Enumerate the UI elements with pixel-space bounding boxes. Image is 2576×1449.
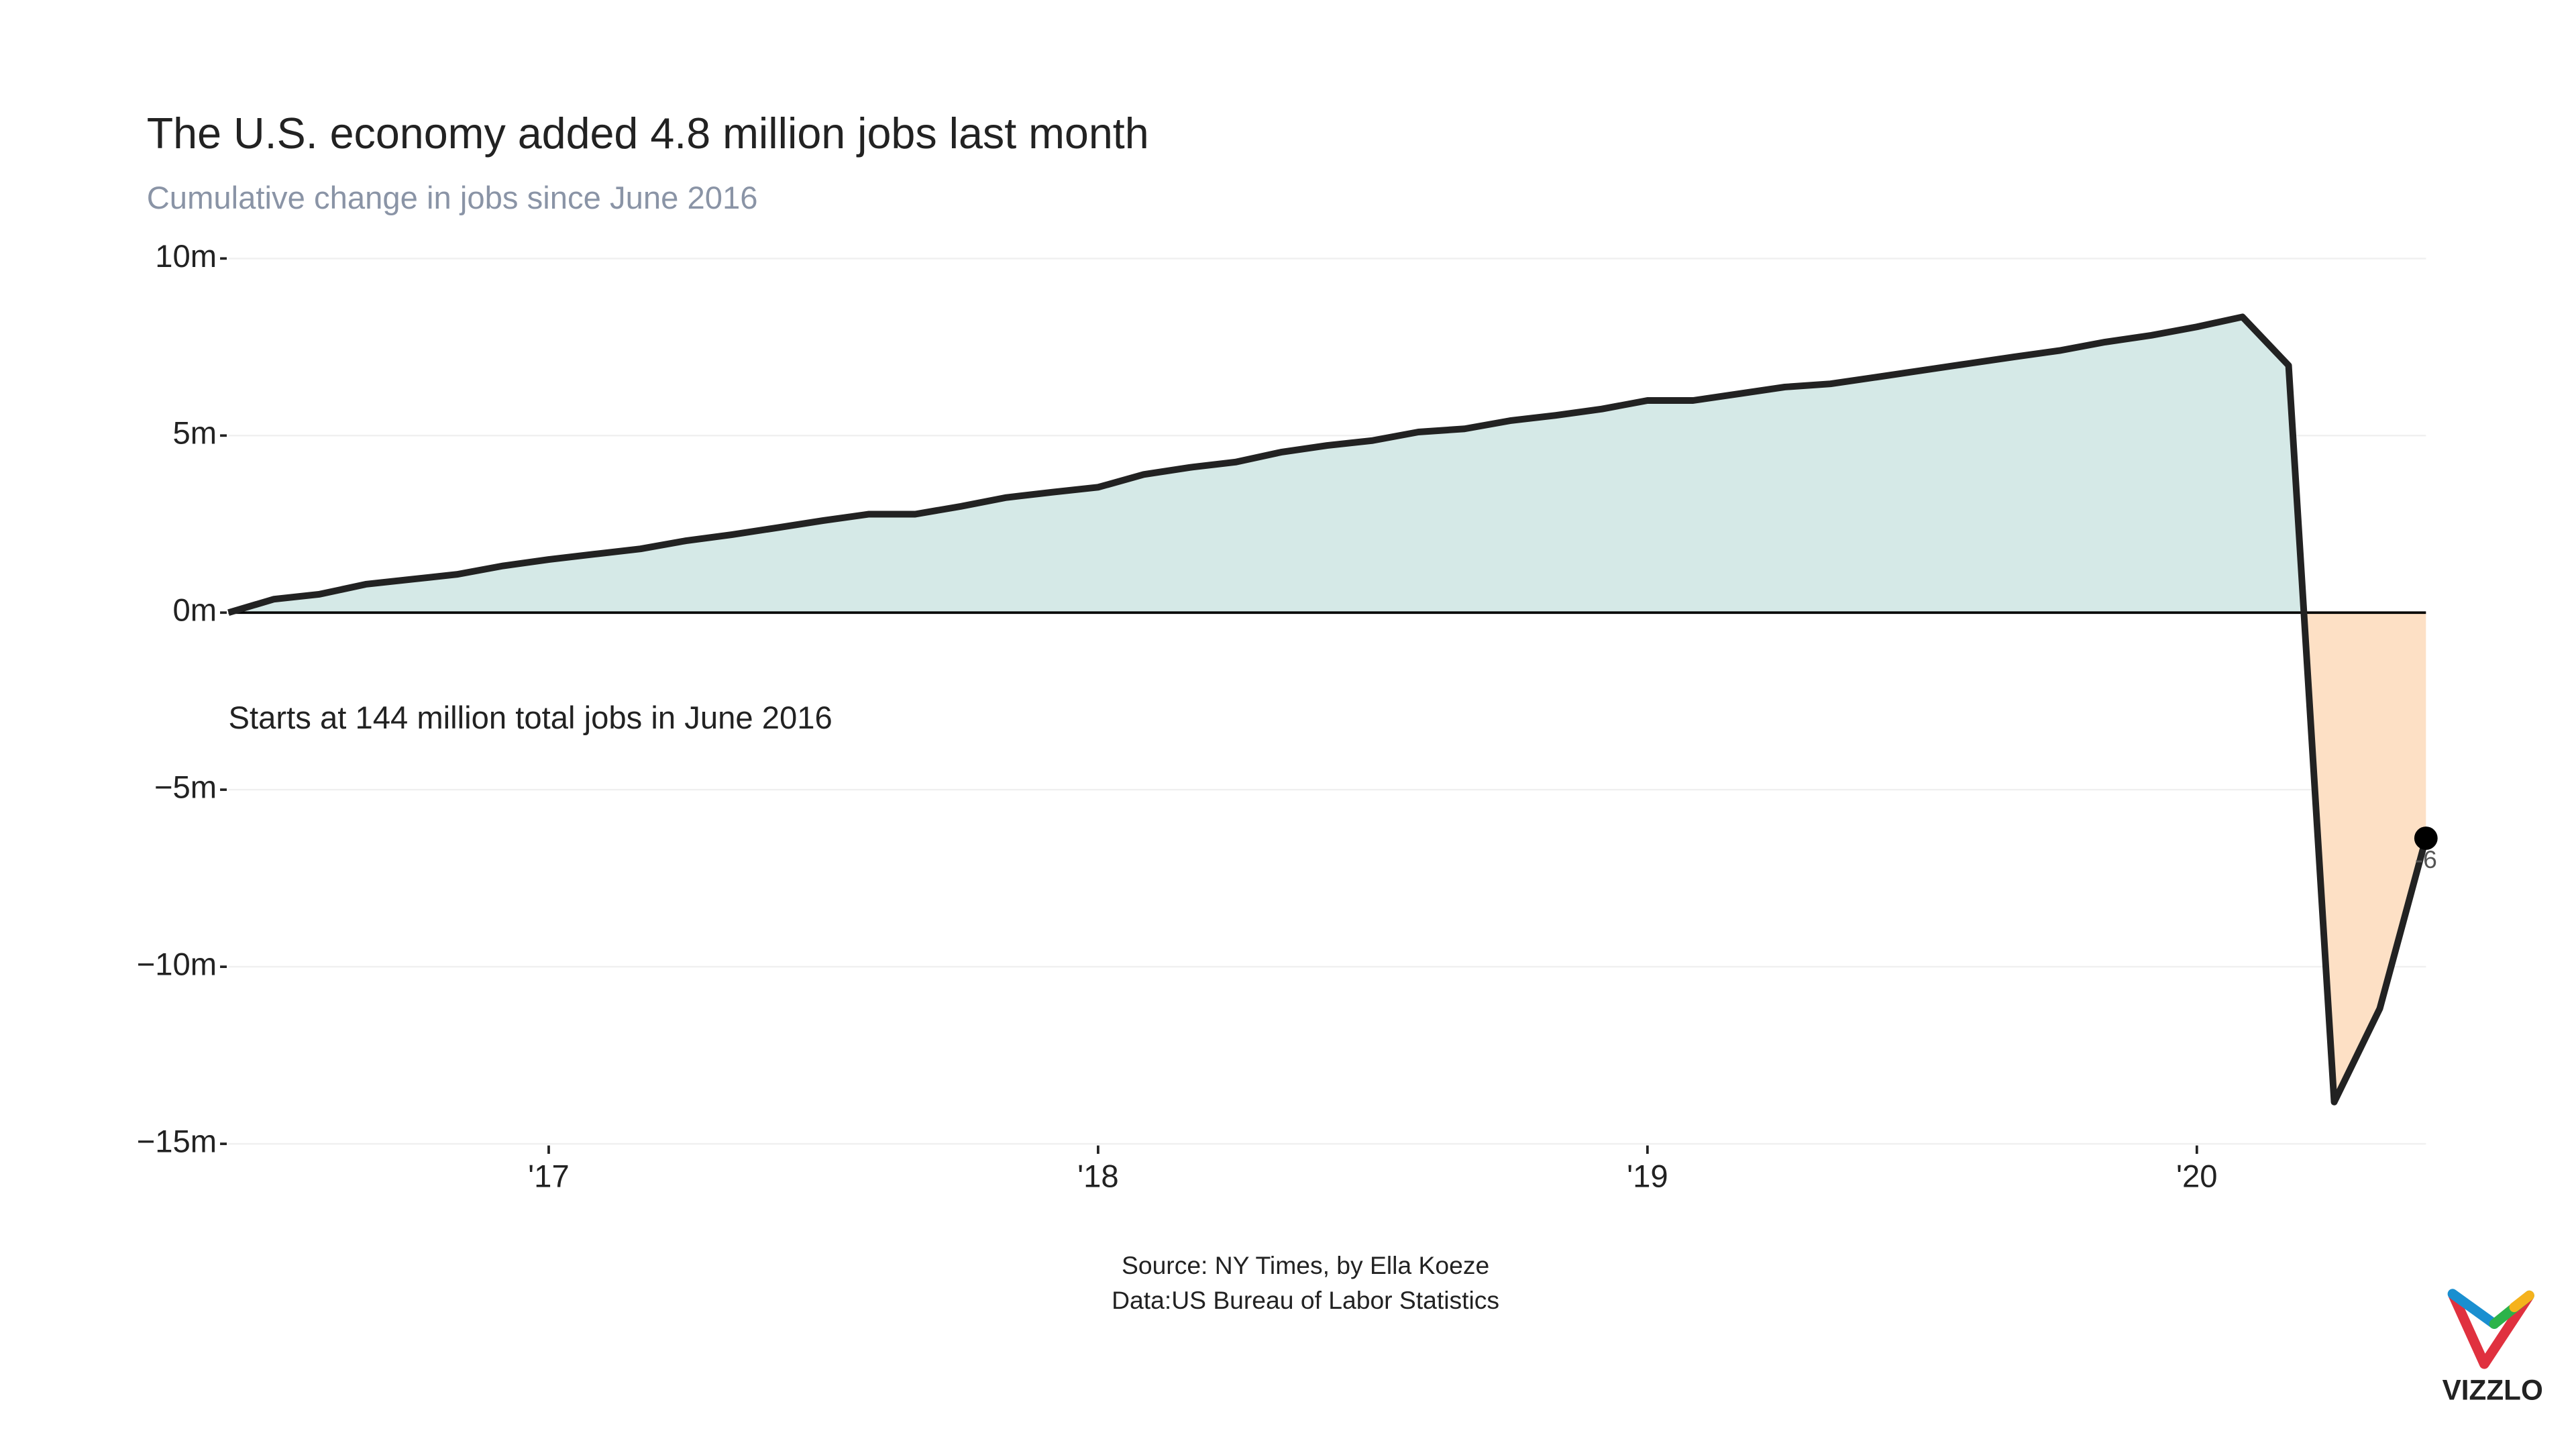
- logo-text: VIZZLO: [2443, 1375, 2543, 1406]
- source-line: Data:US Bureau of Labor Statistics: [1112, 1286, 1499, 1314]
- chart-subtitle: Cumulative change in jobs since June 201…: [147, 180, 758, 216]
- logo-mark: [2509, 1290, 2534, 1313]
- y-tick-label: 0m: [172, 593, 217, 629]
- logo: VIZZLO: [2443, 1289, 2543, 1406]
- x-tick-label: '18: [1077, 1159, 1119, 1195]
- x-tick-label: '17: [528, 1159, 570, 1195]
- annotation: Starts at 144 million total jobs in June…: [229, 700, 833, 736]
- source-line: Source: NY Times, by Ella Koeze: [1122, 1251, 1489, 1279]
- y-tick-label: −15m: [137, 1124, 217, 1160]
- area-positive: [228, 317, 2304, 613]
- y-tick-label: 5m: [172, 416, 217, 451]
- plot-area: 10m 5m 0m −5m −10m −15m '17 '18 '19 '20 -6: [137, 239, 2438, 1195]
- end-point: [2414, 826, 2438, 850]
- chart-title: The U.S. economy added 4.8 million jobs …: [147, 109, 1149, 158]
- y-tick-label: −5m: [154, 770, 217, 806]
- line: [227, 313, 2430, 1106]
- logo-mark: [2447, 1289, 2500, 1329]
- x-tick-label: '19: [1627, 1159, 1668, 1195]
- x-tick-label: '20: [2176, 1159, 2218, 1195]
- logo-mark: [2448, 1291, 2534, 1369]
- y-tick-label: −10m: [137, 947, 217, 983]
- data-label: -6: [2415, 845, 2437, 873]
- y-tick-label: 10m: [155, 239, 217, 274]
